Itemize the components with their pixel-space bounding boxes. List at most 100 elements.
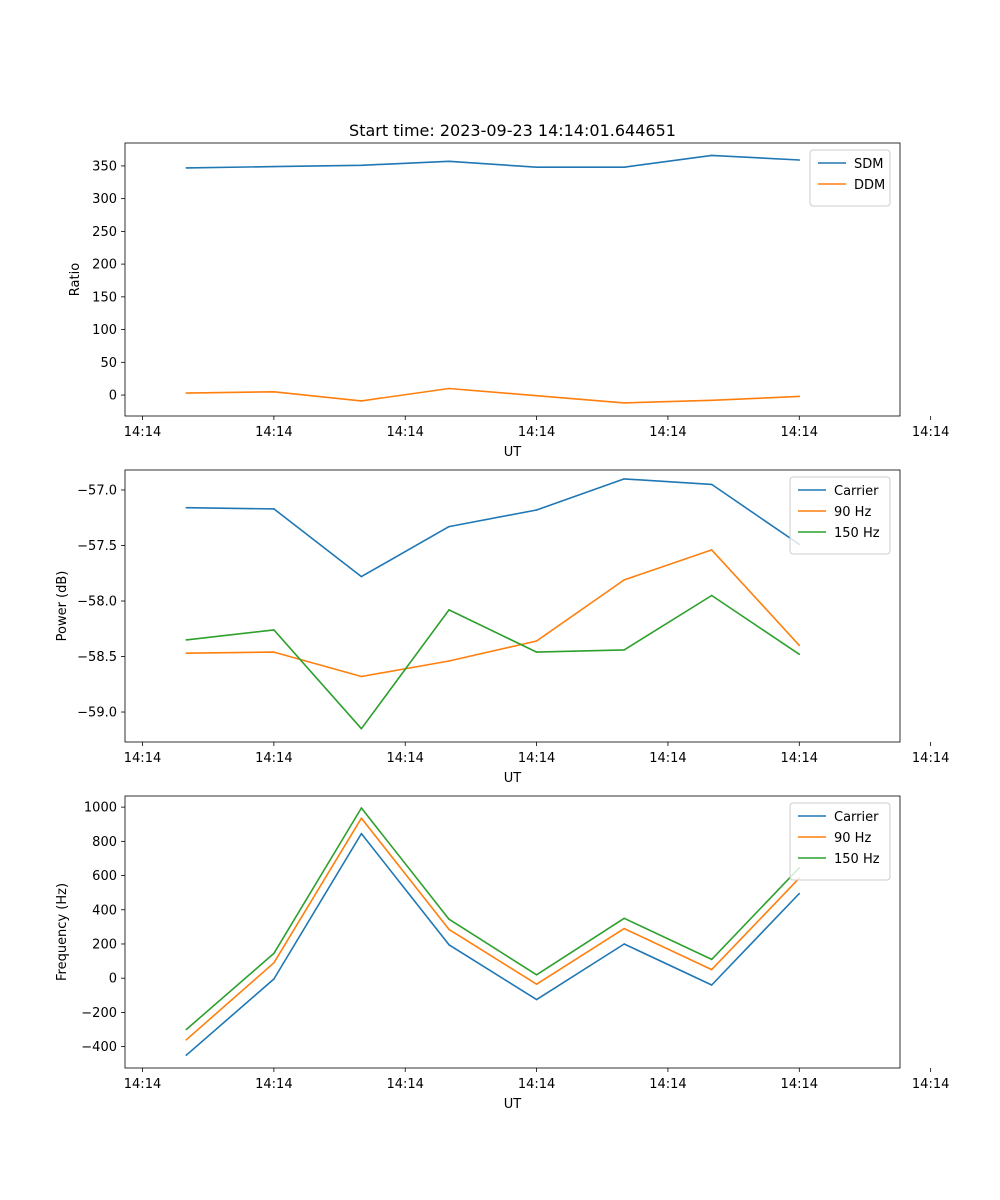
x-tick-label: 14:14 [781, 1077, 818, 1092]
y-tick-label: 800 [92, 835, 117, 850]
data-point [535, 166, 538, 169]
series-line-150-hz [186, 594, 800, 730]
x-tick-label: 14:14 [386, 1077, 423, 1092]
data-point [535, 973, 538, 976]
data-point [710, 984, 713, 986]
data-point [185, 392, 188, 394]
data-point [273, 978, 275, 980]
data-point [360, 575, 363, 578]
data-point [185, 1028, 188, 1031]
x-tick-label: 14:14 [781, 751, 818, 766]
data-point [710, 968, 713, 971]
y-tick-label: 350 [92, 159, 117, 174]
data-point [623, 649, 625, 651]
data-point [273, 390, 275, 393]
data-point [448, 944, 450, 946]
chart-title: Start time: 2023-09-23 14:14:01.644651 [349, 121, 676, 140]
data-point [185, 652, 188, 654]
y-tick-label: 50 [100, 356, 117, 371]
y-tick-label: 250 [92, 225, 117, 240]
chart-panel-2: 14:14 14:14 14:14 14:14 14:14 14:14 14:14 −59.0… [55, 469, 949, 786]
data-point [710, 958, 713, 961]
legend-label: Carrier [834, 484, 879, 499]
data-point [623, 478, 625, 480]
data-point [535, 998, 538, 1001]
x-tick-label: 14:14 [124, 425, 161, 440]
plot-area [124, 795, 901, 1069]
data-point [798, 653, 801, 656]
x-tick-label: 14:14 [912, 1077, 949, 1092]
y-tick-label: −59.0 [77, 706, 117, 721]
x-tick-label: 14:14 [255, 751, 292, 766]
data-point [360, 832, 363, 835]
x-axis-label: UT [504, 771, 522, 786]
x-axis-label: UT [504, 445, 522, 460]
data-point [623, 927, 625, 930]
series-line-90-hz [185, 817, 800, 1041]
series-line-carrier [186, 478, 800, 578]
y-tick-label: −57.5 [77, 539, 117, 554]
y-tick-label: −58.5 [77, 650, 117, 665]
data-point [448, 160, 450, 163]
data-point [360, 675, 363, 678]
series-line-90-hz [186, 549, 800, 678]
data-point [623, 917, 625, 920]
data-point [360, 164, 363, 167]
plot-area [124, 142, 901, 417]
x-tick-label: 14:14 [912, 425, 949, 440]
data-point [448, 918, 450, 920]
y-axis-label: Frequency (Hz) [55, 883, 70, 981]
data-point [360, 817, 363, 820]
data-point [623, 579, 625, 581]
series-line-150-hz [185, 807, 800, 1031]
data-point [185, 167, 188, 169]
legend-label: 150 Hz [834, 526, 880, 541]
data-point [273, 651, 275, 653]
y-tick-label: 150 [92, 290, 117, 305]
y-axis-label: Power (dB) [55, 571, 70, 642]
data-point [273, 508, 275, 510]
legend-box [789, 802, 891, 881]
data-point [710, 483, 713, 486]
data-point [798, 644, 801, 647]
y-tick-label: 400 [92, 903, 117, 918]
legend-box [809, 149, 891, 207]
data-point [798, 159, 801, 161]
data-point [623, 943, 625, 945]
data-point [535, 509, 538, 511]
x-tick-label: 14:14 [912, 751, 949, 766]
data-point [710, 594, 713, 597]
x-tick-label: 14:14 [649, 1077, 686, 1092]
x-tick-label: 14:14 [518, 425, 555, 440]
y-tick-label: 1000 [84, 801, 117, 816]
x-axis-label: UT [504, 1097, 522, 1112]
data-point [710, 549, 713, 551]
y-tick-label: 0 [109, 389, 117, 404]
series-line-ddm [186, 387, 800, 404]
chart-panel-1: Start time: 2023-09-23 14:14:01.644651 14… [68, 121, 949, 460]
x-tick-label: 14:14 [255, 1077, 292, 1092]
data-point [623, 166, 625, 169]
data-point [273, 165, 275, 168]
data-point [535, 394, 538, 397]
y-tick-label: −400 [81, 1040, 117, 1055]
x-tick-label: 14:14 [649, 751, 686, 766]
legend-label: 90 Hz [834, 831, 871, 846]
data-point [273, 961, 275, 964]
data-point [185, 506, 188, 509]
chart-panel-3: 14:14 14:14 14:14 14:14 14:14 14:14 14:14 −400 −… [55, 795, 949, 1112]
data-point [185, 639, 188, 641]
y-tick-label: −58.0 [77, 595, 117, 610]
x-tick-label: 14:14 [124, 1077, 161, 1092]
data-point [623, 402, 625, 404]
data-point [710, 154, 713, 157]
data-point [535, 983, 538, 985]
data-point [798, 892, 801, 895]
data-point [448, 609, 450, 611]
y-tick-label: 100 [92, 323, 117, 338]
legend-label: 150 Hz [834, 852, 880, 867]
data-point [448, 525, 450, 528]
plot-area [124, 469, 901, 743]
series-line-carrier [185, 832, 800, 1056]
